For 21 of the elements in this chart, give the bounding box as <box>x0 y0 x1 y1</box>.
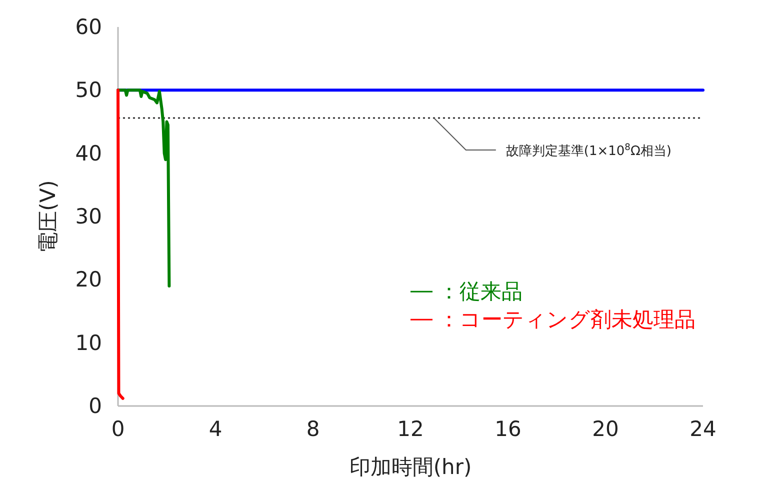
line-series <box>116 88 171 288</box>
y-axis-title: 電圧(V) <box>36 180 60 253</box>
x-tick-label: 12 <box>397 417 424 441</box>
x-tick-label: 24 <box>690 417 716 441</box>
ref-line-label: 故障判定基準(1×10$^{8}$Ω相当) <box>506 142 672 159</box>
x-tick-label: 8 <box>306 417 320 441</box>
y-tick-label: 30 <box>75 204 102 228</box>
x-axis-title: 印加時間(hr) <box>349 455 472 479</box>
y-tick-label: 10 <box>75 330 102 355</box>
x-tick-label: 4 <box>208 417 222 441</box>
y-tick-label: 20 <box>75 268 102 292</box>
y-tick-label: 50 <box>75 78 102 102</box>
x-tick-label: 16 <box>494 417 522 441</box>
legend-label: ：従来品 <box>438 280 522 304</box>
x-tick-label: 20 <box>592 417 619 441</box>
y-tick-label: 40 <box>75 141 102 166</box>
x-tick-label: 0 <box>111 417 125 441</box>
line-series <box>116 88 124 400</box>
legend-label: ：コーティング剤未処理品 <box>438 308 696 332</box>
y-tick-label: 0 <box>88 394 102 418</box>
y-tick-label: 60 <box>75 15 102 39</box>
